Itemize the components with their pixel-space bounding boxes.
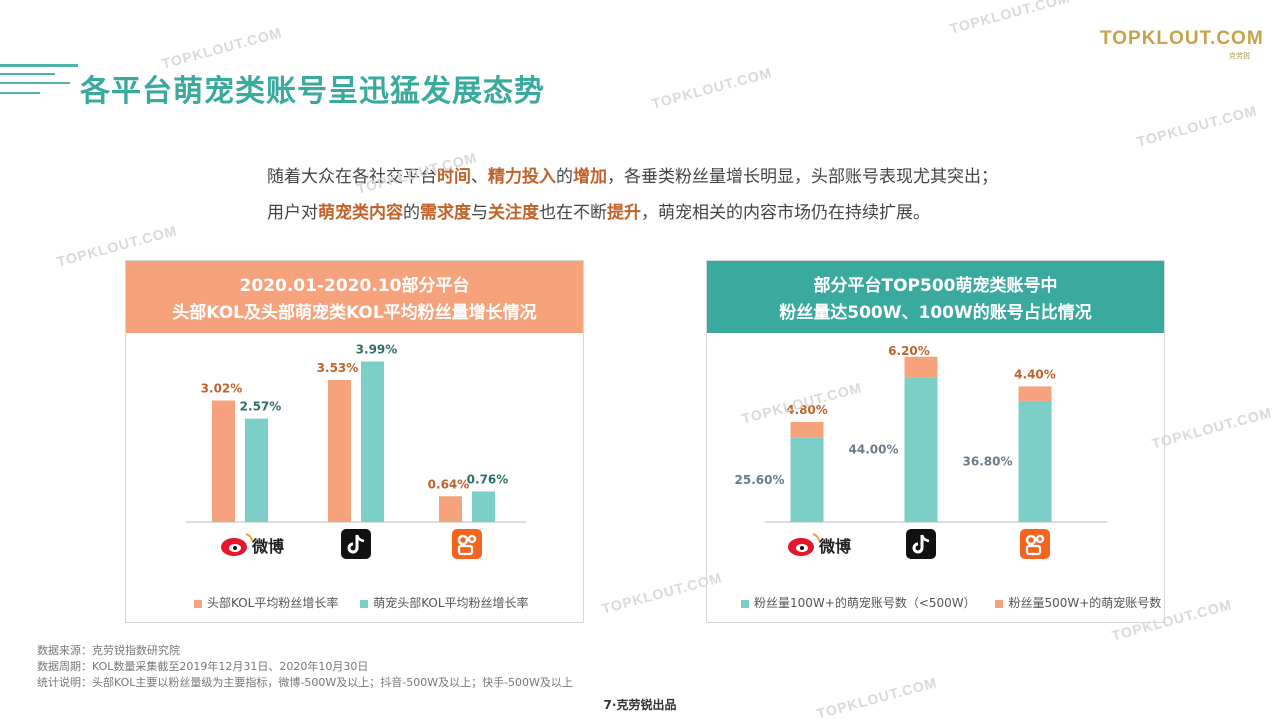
kuaishou-glyph (1025, 534, 1037, 546)
legend-swatch-orange (995, 599, 1004, 608)
decor-line-4 (0, 92, 40, 94)
legend-growth: 头部KOL平均粉丝增长率 萌宠头部KOL平均粉丝增长率 (194, 594, 529, 611)
intro-highlight: 时间 (437, 167, 471, 187)
watermark: TOPKLOUT.COM (160, 24, 284, 72)
legend-label: 粉丝量500W+的萌宠账号数 (1008, 596, 1162, 610)
footer: 7·克劳锐出品 (603, 698, 677, 712)
douyin-glyph (355, 534, 365, 543)
weibo-glyph (812, 533, 820, 542)
chart-panel-share: 部分平台TOP500萌宠类账号中 粉丝量达500W、100W的账号占比情况 25… (706, 260, 1165, 623)
intro-highlight: 提升 (607, 203, 641, 223)
bar-segment-100w (904, 377, 938, 522)
note-explain: 统计说明：头部KOL主要以粉丝量级为主要指标，微博-500W及以上；抖音-500… (37, 676, 573, 689)
note-period: 数据周期：KOL数量采集截至2019年12月31日、2020年10月30日 (37, 660, 369, 673)
bar-segment-100w (790, 437, 824, 522)
chart-title-line2: 粉丝量达500W、100W的账号占比情况 (779, 303, 1092, 323)
data-label: 44.00% (849, 443, 899, 457)
decor-line-1 (0, 64, 78, 67)
watermark: TOPKLOUT.COM (1135, 102, 1259, 150)
legend-swatch-teal (360, 599, 369, 608)
notes: 数据来源：克劳锐指数研究院 数据周期：KOL数量采集截至2019年12月31日、… (37, 643, 573, 691)
chart-title-share: 部分平台TOP500萌宠类账号中 粉丝量达500W、100W的账号占比情况 (707, 261, 1164, 333)
intro-highlight: 增加 (573, 167, 607, 187)
watermark: TOPKLOUT.COM (1150, 404, 1274, 452)
brand-cn: 克劳锐 (1229, 52, 1250, 60)
intro-text: ，萌宠相关的内容市场仍在持续扩展。 (641, 203, 930, 223)
kuaishou-glyph (457, 534, 469, 546)
watermark: TOPKLOUT.COM (650, 64, 774, 112)
decor-line-3 (0, 82, 70, 84)
bar-segment-500w (790, 421, 824, 438)
legend-label: 粉丝量100W+的萌宠账号数（<500W） (754, 596, 976, 610)
douyin-glyph (912, 535, 924, 554)
legend-share: 粉丝量100W+的萌宠账号数（<500W） 粉丝量500W+的萌宠账号数 (741, 594, 1161, 611)
douyin-glyph (347, 535, 359, 554)
chart-title-growth: 2020.01-2020.10部分平台 头部KOL及头部萌宠类KOL平均粉丝量增… (126, 261, 583, 333)
legend-label: 头部KOL平均粉丝增长率 (207, 596, 339, 610)
watermark: TOPKLOUT.COM (948, 0, 1072, 37)
bar (361, 361, 384, 522)
intro-text: 用户对 (267, 203, 318, 223)
brand-name: TOPKLOUT.COM (1100, 28, 1264, 49)
intro-text: 随着大众在各社交平台 (267, 167, 437, 187)
data-label: 2.57% (240, 400, 282, 414)
data-label: 3.02% (201, 382, 243, 396)
data-label: 3.99% (356, 343, 398, 357)
note-source: 数据来源：克劳锐指数研究院 (37, 644, 180, 657)
decor-line-2 (0, 73, 55, 75)
intro-text: 的 (556, 167, 573, 187)
intro-highlight: 关注度 (488, 203, 539, 223)
kuaishou-glyph (457, 544, 474, 556)
data-label: 25.60% (735, 473, 785, 487)
douyin-glyph (920, 534, 930, 543)
bar-segment-100w (1018, 400, 1052, 522)
intro-highlight: 精力投入 (488, 167, 556, 187)
data-label: 36.80% (963, 454, 1013, 468)
intro-line-2: 用户对萌宠类内容的需求度与关注度也在不断提升，萌宠相关的内容市场仍在持续扩展。 (267, 198, 930, 223)
weibo-wordmark: 微博 (818, 537, 851, 556)
brand-logo: TOPKLOUT.COM 克劳锐 (1100, 28, 1264, 61)
legend-swatch-teal (741, 599, 749, 608)
intro-text: 与 (471, 203, 488, 223)
intro-text: 、 (471, 167, 488, 187)
legend-swatch-orange (194, 599, 202, 608)
intro-text: ，各垂类粉丝量增长明显，头部账号表现尤其突出； (607, 167, 998, 187)
kuaishou-glyph (467, 534, 477, 544)
growth-bar-chart: 3.02% 2.57% 微博 3.53% 3.99% 0.64%0.76% (186, 343, 526, 559)
bar-segment-500w (904, 356, 938, 378)
bar-segment-500w (1018, 386, 1052, 401)
bar (245, 418, 268, 522)
data-label: 4.80% (786, 403, 828, 417)
data-label: 0.76% (467, 472, 509, 486)
data-label: 3.53% (317, 361, 359, 375)
kuaishou-glyph (1035, 534, 1045, 544)
bar (472, 491, 495, 522)
intro-text: 也在不断 (539, 203, 607, 223)
weibo-wordmark: 微博 (251, 537, 284, 556)
bar (439, 496, 462, 522)
intro-highlight: 需求度 (420, 203, 471, 223)
data-label: 4.40% (1014, 367, 1056, 381)
weibo-glyph (233, 546, 237, 550)
intro-text: 的 (403, 203, 420, 223)
page-title: 各平台萌宠类账号呈迅猛发展态势 (80, 74, 545, 109)
chart-title-line1: 2020.01-2020.10部分平台 (239, 276, 470, 296)
weibo-glyph (245, 533, 253, 542)
legend-label: 萌宠头部KOL平均粉丝增长率 (373, 596, 529, 610)
chart-title-line1: 部分平台TOP500萌宠类账号中 (813, 276, 1058, 296)
share-stacked-bar-chart: 25.60% 4.80% 微博 44.00% 6.20% 36.80% 4.40% (735, 344, 1107, 559)
weibo-glyph (800, 546, 804, 550)
bar (212, 400, 235, 522)
chart-panel-growth: 2020.01-2020.10部分平台 头部KOL及头部萌宠类KOL平均粉丝量增… (125, 260, 584, 623)
intro-highlight: 萌宠类内容 (318, 203, 403, 223)
bar (328, 380, 351, 522)
data-label: 6.20% (888, 344, 930, 358)
chart-title-line2: 头部KOL及头部萌宠类KOL平均粉丝量增长情况 (172, 303, 537, 323)
kuaishou-glyph (1025, 544, 1042, 556)
data-label: 0.64% (428, 477, 470, 491)
intro-line-1: 随着大众在各社交平台时间、精力投入的增加，各垂类粉丝量增长明显，头部账号表现尤其… (267, 162, 998, 187)
